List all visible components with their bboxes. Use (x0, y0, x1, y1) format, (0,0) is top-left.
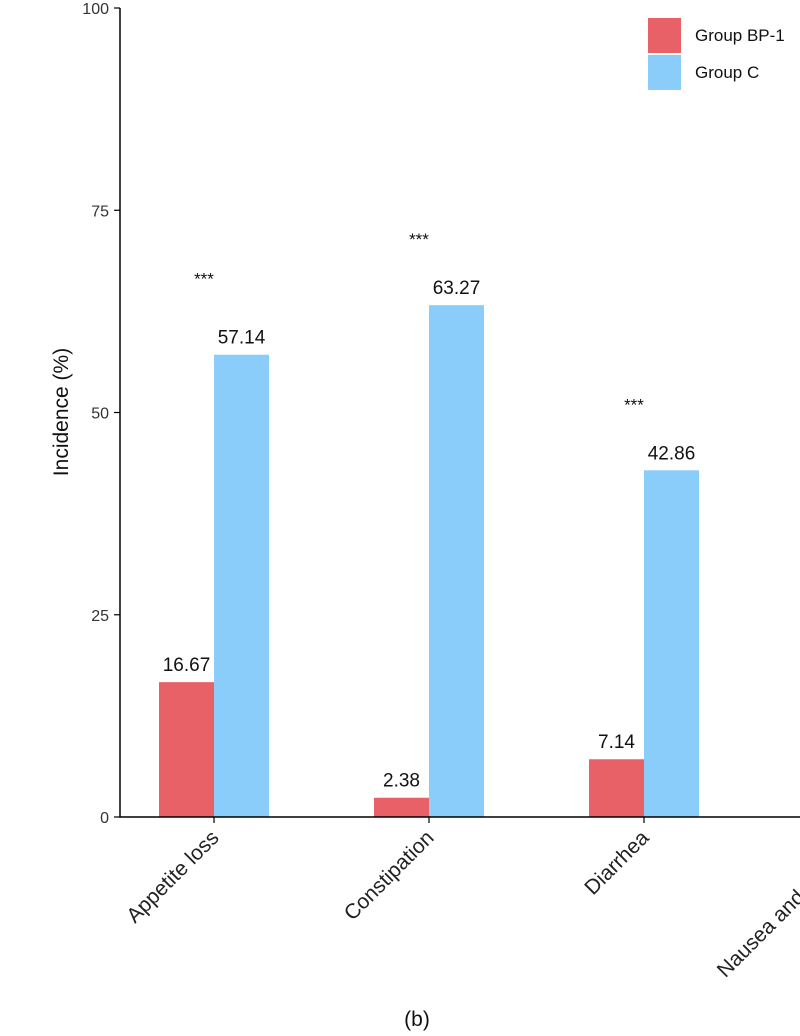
bar-group-bp1 (374, 797, 429, 817)
bar-value-label: 63.27 (433, 278, 481, 299)
y-ticks-layer: 0 25 50 75 100 (82, 1, 120, 827)
bar-value-label: 2.38 (383, 771, 420, 792)
legend-swatch (648, 55, 681, 90)
legend-label: Group BP-1 (695, 26, 785, 45)
y-tick-label: 100 (82, 1, 109, 18)
bar-value-label: 16.67 (163, 655, 211, 676)
legend: Group BP-1 Group C (648, 18, 785, 90)
x-tick-label: Appetite loss (122, 826, 223, 927)
legend-label: Group C (695, 63, 759, 82)
x-tick-label: Constipation (340, 826, 439, 925)
y-tick-label: 75 (91, 203, 109, 220)
y-tick-label: 0 (100, 810, 109, 827)
significance-marker: *** (624, 395, 644, 414)
data-labels-layer: 16.672.387.140.0057.1463.2742.8671.43***… (163, 230, 696, 792)
y-axis-title: Incidence (%) (50, 348, 73, 476)
bar-group-c (644, 470, 699, 817)
bar-group-c (214, 354, 269, 817)
y-tick-label: 50 (91, 406, 109, 423)
bars-layer (159, 305, 699, 817)
x-tick-label: Nausea and vomiting (713, 826, 800, 982)
bar-value-label: 42.86 (648, 443, 696, 464)
bar-group-bp1 (589, 759, 644, 817)
bar-value-label: 7.14 (598, 732, 635, 753)
significance-marker: *** (409, 230, 429, 249)
bar-value-label: 57.14 (218, 328, 266, 349)
bar-group-c (429, 305, 484, 817)
significance-marker: *** (194, 270, 214, 289)
figure-caption: (b) (404, 1008, 430, 1031)
x-ticks-layer: Appetite loss Constipation Diarrhea Nausea … (122, 817, 800, 982)
x-tick-label: Diarrhea (580, 826, 653, 899)
legend-swatch (648, 18, 681, 53)
bar-group-bp1 (159, 682, 214, 817)
y-tick-label: 25 (91, 608, 109, 625)
